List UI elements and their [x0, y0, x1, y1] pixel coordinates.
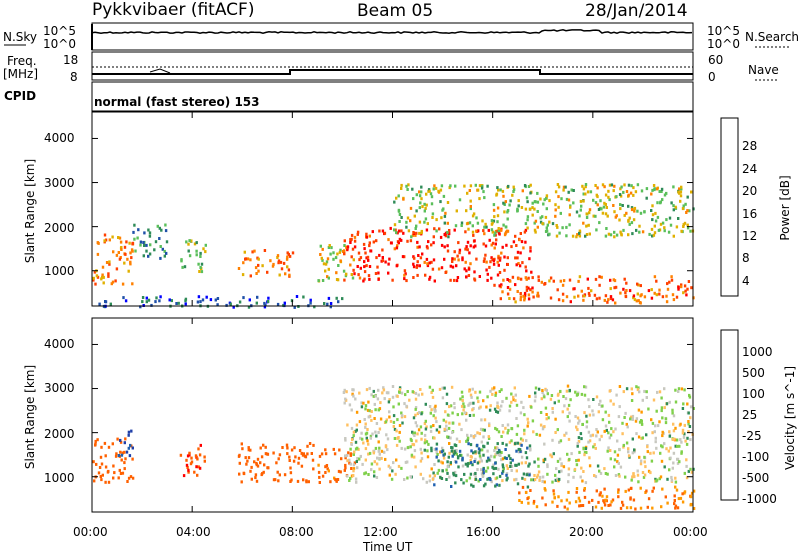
n-sky-tick-high: 10^5 — [43, 24, 76, 38]
power-region-8 — [98, 295, 344, 309]
power-cb-tick-20: 20 — [742, 184, 758, 198]
power-cb-tick-4: 4 — [742, 274, 750, 288]
power-ytick-1000: 1000 — [44, 264, 75, 278]
freq-glitch — [149, 68, 171, 74]
velocity-cb-tick-minus500: -500 — [742, 471, 770, 485]
xtick-2: 08:00 — [279, 525, 314, 539]
velocity-region-7 — [518, 485, 696, 511]
power-cb-label: Power [dB] — [778, 175, 792, 241]
xtick-0: 00:00 — [73, 525, 108, 539]
freq-label: Freq. — [7, 54, 37, 68]
power-region-0 — [92, 233, 135, 286]
velocity-cb-tick-1000: 1000 — [742, 345, 773, 359]
power-cb-tick-12: 12 — [742, 229, 758, 243]
power-cb-tick-16: 16 — [742, 207, 758, 221]
xtick-6: 00:00 — [673, 525, 708, 539]
power-region-6 — [393, 183, 695, 239]
velocity-region-6 — [430, 441, 532, 489]
power-cb-tick-24: 24 — [742, 162, 758, 176]
power-ylabel: Slant Range [km] — [23, 158, 37, 264]
velocity-region-3 — [237, 442, 315, 484]
x-axis-label: Time UT — [363, 540, 413, 554]
freq-trace — [92, 69, 693, 75]
velocity-ylabel: Slant Range [km] — [23, 364, 37, 470]
station-title: Pykkvibaer (fitACF) — [92, 0, 255, 20]
velocity-region-0 — [92, 437, 135, 484]
power-ytick-3000: 3000 — [44, 176, 75, 190]
velocity-ytick-1000: 1000 — [44, 471, 75, 485]
velocity-region-5 — [342, 384, 695, 485]
power-region-4 — [317, 244, 355, 283]
power-colorbar-frame — [720, 117, 739, 297]
velocity-region-2 — [179, 443, 206, 478]
cpid-label: CPID — [4, 89, 37, 103]
power-cb-tick-8: 8 — [742, 251, 750, 265]
velocity-cb-tick-500: 500 — [742, 366, 765, 380]
velocity-region-4 — [317, 447, 357, 484]
velocity-cb-tick-minus25: -25 — [742, 429, 762, 443]
n-sky-tick-low: 10^0 — [43, 37, 76, 51]
velocity-ytick-4000: 4000 — [44, 337, 75, 351]
power-region-3 — [237, 249, 295, 278]
n-search-tick-low: 10^0 — [707, 37, 740, 51]
velocity-cb-tick-100: 100 — [742, 387, 765, 401]
velocity-ytick-2000: 2000 — [44, 427, 75, 441]
freq-panel-frame — [91, 51, 694, 81]
nave-tick-high: 60 — [708, 53, 724, 67]
freq-tick-high: 18 — [63, 53, 79, 67]
velocity-region-1 — [117, 429, 134, 458]
velocity-cb-tick-25: 25 — [742, 408, 758, 422]
nave-label: Nave — [748, 63, 779, 77]
n-sky-panel-frame — [91, 22, 694, 51]
n-sky-trace — [91, 29, 693, 35]
date-label: 28/Jan/2014 — [585, 1, 688, 21]
power-region-2 — [180, 239, 207, 274]
velocity-cb-tick-minus100: -100 — [742, 450, 770, 464]
freq-unit-label: [MHz] — [3, 67, 39, 81]
n-search-label: N.Search — [745, 30, 800, 44]
cpid-text: normal (fast stereo) 153 — [94, 95, 260, 109]
freq-tick-low: 8 — [70, 70, 78, 84]
nave-tick-low: 0 — [708, 70, 716, 84]
beam-label: Beam 05 — [357, 1, 434, 21]
xtick-4: 16:00 — [466, 525, 501, 539]
power-ytick-4000: 4000 — [44, 131, 75, 145]
power-region-7 — [493, 275, 695, 305]
xtick-3: 12:00 — [363, 525, 398, 539]
velocity-ytick-3000: 3000 — [44, 381, 75, 395]
power-ytick-2000: 2000 — [44, 221, 75, 235]
power-cb-tick-28: 28 — [742, 139, 758, 153]
velocity-cb-tick-minus1000: -1000 — [742, 492, 777, 506]
power-region-1 — [132, 223, 169, 260]
xtick-5: 20:00 — [569, 525, 604, 539]
cpid-panel-frame — [91, 81, 694, 112]
velocity-colorbar-frame — [720, 329, 739, 501]
velocity-cb-label: Velocity [m s^-1] — [783, 365, 797, 471]
n-search-tick-high: 10^5 — [707, 24, 740, 38]
n-sky-label: N.Sky — [3, 30, 38, 44]
xtick-1: 04:00 — [176, 525, 211, 539]
velocity-panel-frame — [91, 317, 694, 513]
power-region-5 — [343, 226, 533, 283]
